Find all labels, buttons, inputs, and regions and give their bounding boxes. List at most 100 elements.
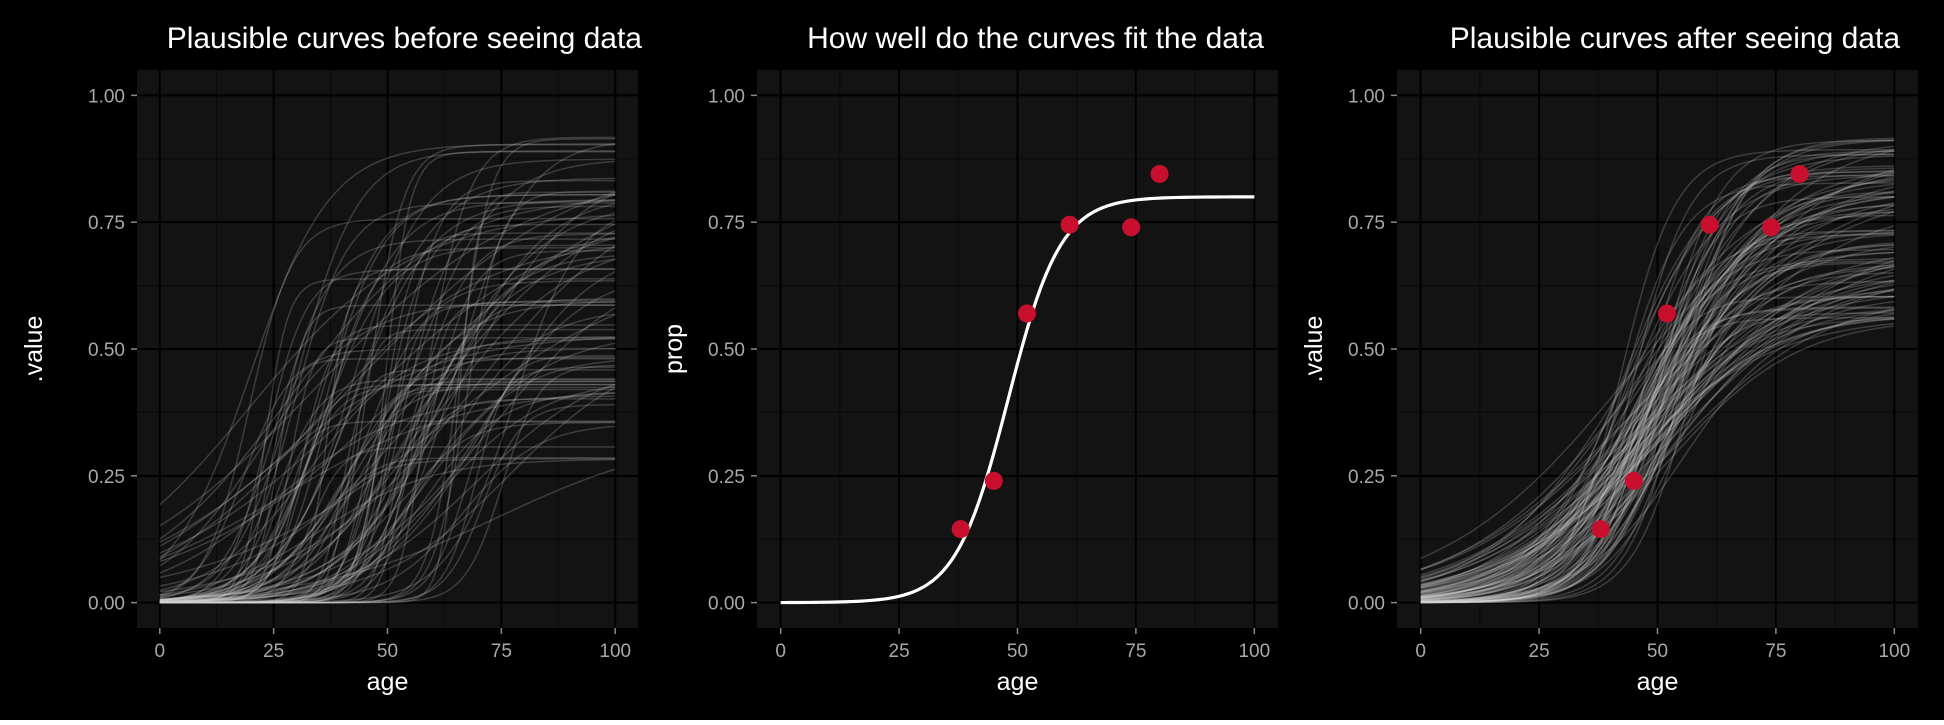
y-tick-label: 1.00 [1348,86,1385,107]
chart-panel-fit: 0 25 50 75 100 0.00 0.25 0.50 0.75 1.00 How well d… [652,12,1286,708]
curve-line [159,270,616,603]
curve-line [159,383,616,604]
x-axis-label: age [367,668,409,696]
chart-title: Plausible curves after seeing data [1450,22,1901,55]
curve-line [159,219,616,604]
curve-line [1420,295,1895,587]
curve-line [1420,265,1895,582]
curve-line [1420,266,1895,593]
curve-line [1420,170,1895,601]
curve-line [1420,300,1895,599]
curve-line [1420,225,1895,589]
curve-line [1420,191,1895,604]
curve-line [159,192,616,602]
x-tick-label: 50 [1007,641,1028,662]
curve-line [1420,258,1895,602]
data-point [1017,304,1036,323]
curve-line [159,199,616,540]
y-tick-label: 0.75 [708,213,745,234]
curve-line [1420,185,1895,571]
curve-line [159,151,616,604]
curve-line [1420,195,1895,600]
curve-line [159,392,616,560]
curve-line [159,247,616,604]
curve-line [1420,153,1895,604]
curve-line [1420,230,1895,604]
curve-line [159,328,616,604]
curve-line [159,378,616,604]
chart-title: How well do the curves fit the data [807,22,1264,55]
curve-line [159,298,616,604]
curve-line [1420,289,1895,601]
curve-line [1420,231,1895,599]
curve-line [1420,295,1895,604]
curve-line [1420,234,1895,602]
y-tick-label: 0.50 [1348,340,1385,361]
x-tick-label: 0 [154,641,165,662]
curve-line [159,354,616,604]
data-point [1762,218,1781,237]
curve-line [159,246,616,558]
curve-line [1420,183,1895,583]
curve-line [1420,168,1895,589]
curve-line [1420,317,1895,600]
curve-line [159,194,616,527]
curve-line [1420,264,1895,598]
curve-line [159,446,616,604]
curve-line [1420,232,1895,603]
curve-line [1420,312,1895,604]
curve-line [1420,251,1895,597]
x-tick-label: 50 [377,641,398,662]
curve-line [1420,281,1895,587]
curve-line [1420,279,1895,581]
curve-line [159,268,616,602]
curve-line [1420,265,1895,579]
curve-line [1420,248,1895,603]
y-tick-label: 0.25 [1348,467,1385,488]
curve-line [159,258,616,601]
curve-line [159,347,616,596]
curve-line [159,420,616,604]
x-tick-label: 0 [1415,641,1426,662]
curve-line [159,255,616,603]
chart-panel-posterior: 0 25 50 75 100 0.00 0.25 0.50 0.75 1.00 Plausible … [1292,12,1926,708]
curve-line [159,244,616,601]
curve-line [1420,317,1895,604]
curve-line [1420,308,1895,593]
y-tick-label: 1.00 [708,86,745,107]
curve-line [1420,268,1895,586]
curve-line [1420,214,1895,604]
curve-line [1420,325,1895,598]
curve-line [1420,244,1895,603]
y-axis-label: .value [20,316,48,383]
curve-line [159,468,616,600]
y-axis-label: .value [1300,316,1328,383]
curve-line [1420,296,1895,604]
curve-line [1420,309,1895,594]
curve-line [159,380,616,603]
curve-line [159,244,616,593]
curve-line [159,158,616,602]
curve-line [159,360,616,603]
curve-line [159,421,616,604]
curve-line [159,268,616,604]
data-point [1122,218,1141,237]
curve-line [159,385,616,603]
curve-line [1420,316,1895,602]
curve-line [159,212,616,601]
curve-line [1420,155,1895,597]
y-tick-label: 0.00 [708,594,745,615]
curve-line [1420,211,1895,597]
curve-line [159,200,616,601]
data-point [1790,164,1809,183]
curve-line [1420,279,1895,586]
curve-line [1420,202,1895,595]
curve-line [159,364,616,604]
x-tick-label: 75 [1125,641,1146,662]
curve-line [159,143,616,561]
curve-line [159,378,616,603]
curve-line [159,304,616,604]
curve-line [159,191,616,604]
x-tick-label: 100 [1238,641,1270,662]
curve-line [159,199,616,601]
